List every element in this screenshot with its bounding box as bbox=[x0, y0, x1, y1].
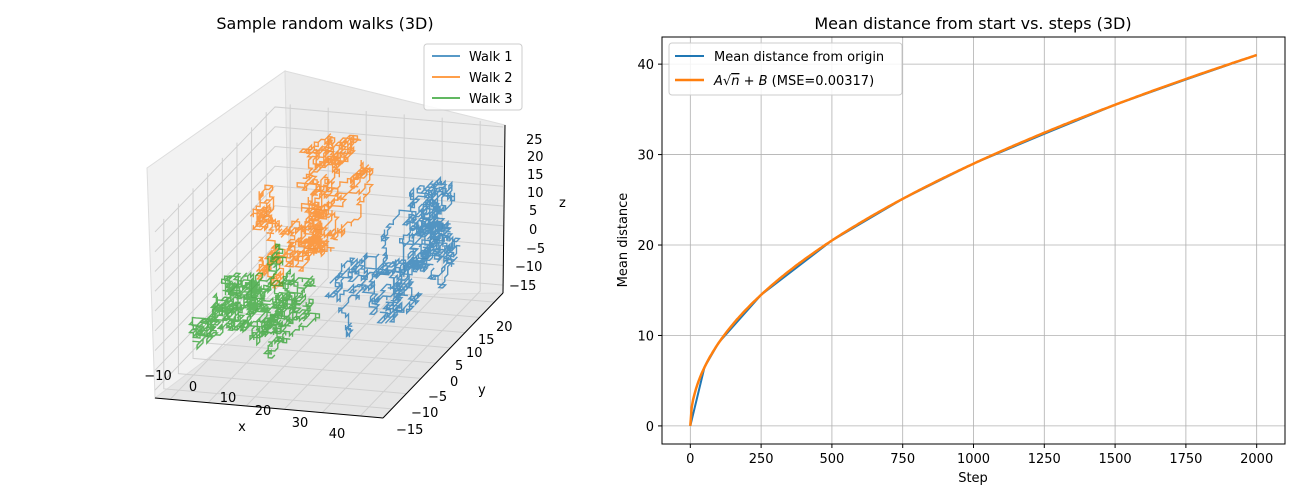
legend-box bbox=[668, 42, 903, 96]
x-tick-label: 0 bbox=[189, 380, 197, 395]
y-tick-label: 15 bbox=[478, 333, 495, 348]
z-tick-label: 10 bbox=[527, 186, 544, 201]
z-axis-line bbox=[502, 124, 506, 294]
legend-label-mean-distance: Mean distance from origin bbox=[714, 50, 884, 65]
pane-gridline bbox=[154, 145, 504, 272]
series-lines bbox=[689, 53, 1258, 427]
x-tick-label: 0 bbox=[686, 452, 694, 467]
chart-mean-distance: Mean distance from start vs. steps (3D) … bbox=[616, 14, 1286, 486]
z-tick-label: 20 bbox=[527, 150, 544, 165]
fit-label-plus-b: + B bbox=[739, 74, 767, 89]
x-tick-label: 20 bbox=[255, 404, 272, 419]
fit-label-A: A bbox=[713, 74, 723, 89]
y-tick-label: 20 bbox=[496, 320, 513, 335]
z-axis-label-3d: z bbox=[559, 196, 566, 211]
z-tick-label: 0 bbox=[529, 223, 537, 238]
legend-label-fit: A√n + B (MSE=0.00317) bbox=[713, 74, 874, 89]
z-tick-label: 15 bbox=[527, 168, 544, 183]
walk-line-1 bbox=[324, 175, 461, 339]
y-tick-label: 0 bbox=[450, 375, 458, 390]
x-tick-label: −10 bbox=[144, 369, 171, 384]
legend-3d: Walk 1 Walk 2 Walk 3 bbox=[423, 43, 523, 111]
y-axis-line bbox=[382, 292, 504, 419]
x-axis-label: Step bbox=[958, 471, 988, 486]
x-tick-label: 500 bbox=[819, 452, 844, 467]
legend-label-walk-3: Walk 3 bbox=[469, 92, 513, 107]
x-ticks-3d: −10 0 10 20 30 40 x bbox=[144, 369, 345, 442]
y-tick-label: −10 bbox=[411, 406, 438, 421]
pane-gridline bbox=[154, 126, 504, 253]
y-tick-label: 40 bbox=[637, 58, 654, 73]
fit-label-n: n bbox=[731, 74, 739, 89]
plot-frame bbox=[661, 36, 1286, 445]
y-axis-label-3d: y bbox=[478, 383, 486, 398]
series-line-fit bbox=[689, 53, 1258, 426]
x-tick-label: 10 bbox=[220, 391, 237, 406]
pane-gridline bbox=[177, 203, 407, 395]
legend-box bbox=[423, 43, 523, 111]
legend-label-walk-2: Walk 2 bbox=[469, 71, 513, 86]
gridlines bbox=[662, 37, 1285, 444]
y-ticks-3d: −15 −10 −5 0 5 10 15 20 y bbox=[396, 320, 513, 438]
y-tick-label: −15 bbox=[396, 423, 423, 438]
x-tick-label: 1250 bbox=[1028, 452, 1061, 467]
pane-gridline bbox=[359, 121, 481, 417]
pane-gridline bbox=[236, 142, 465, 334]
z-tick-label: −5 bbox=[526, 242, 545, 257]
pane-gridline bbox=[154, 165, 504, 292]
x-tick-label: 40 bbox=[329, 427, 346, 442]
chart-3d-walks: Sample random walks (3D) −10 0 10 20 30 … bbox=[144, 14, 566, 442]
z-tick-label: −15 bbox=[509, 279, 536, 294]
chart-title-3d: Sample random walks (3D) bbox=[216, 14, 433, 33]
fit-label-mse: (MSE=0.00317) bbox=[768, 74, 875, 89]
y-tick-label: 10 bbox=[637, 329, 654, 344]
walk-lines bbox=[187, 133, 461, 359]
x-tick-label: 2000 bbox=[1240, 452, 1273, 467]
x-axis-line bbox=[154, 397, 384, 419]
y-tick-label: 10 bbox=[466, 346, 483, 361]
y-tick-label: 0 bbox=[646, 420, 654, 435]
tick-labels: 0 250 500 750 1000 1250 1500 1750 2000 0 10 20 30 40 bbox=[637, 58, 1273, 467]
y-tick-label: 5 bbox=[455, 359, 463, 374]
x-tick-label: 1750 bbox=[1169, 452, 1202, 467]
pane-gridline bbox=[154, 264, 504, 391]
chart-title-mean-distance: Mean distance from start vs. steps (3D) bbox=[814, 14, 1131, 33]
z-tick-label: −10 bbox=[515, 260, 542, 275]
fit-label-sqrt: √ bbox=[723, 74, 732, 89]
y-tick-label: −5 bbox=[428, 390, 447, 405]
x-axis-label-3d: x bbox=[238, 420, 246, 435]
x-tick-label: 750 bbox=[890, 452, 915, 467]
z-tick-label: 25 bbox=[526, 133, 543, 148]
x-tick-label: 250 bbox=[749, 452, 774, 467]
pane-gridline bbox=[192, 188, 422, 379]
y-axis-label: Mean distance bbox=[616, 193, 631, 288]
walk-line-2 bbox=[249, 133, 375, 290]
x-tick-label: 1000 bbox=[957, 452, 990, 467]
z-ticks-3d: −15 −10 −5 0 5 10 15 20 25 z bbox=[509, 133, 566, 294]
x-tick-label: 30 bbox=[292, 416, 309, 431]
y-tick-label: 20 bbox=[637, 239, 654, 254]
pane-gridline bbox=[154, 106, 504, 233]
x-tick-label: 1500 bbox=[1099, 452, 1132, 467]
pane-gridline bbox=[163, 218, 392, 410]
y-tick-label: 30 bbox=[637, 149, 654, 164]
walk-line-3 bbox=[187, 243, 321, 359]
z-tick-label: 5 bbox=[529, 204, 537, 219]
legend-label-walk-1: Walk 1 bbox=[469, 50, 513, 65]
legend-2d: Mean distance from origin A√n + B (MSE=0… bbox=[668, 42, 903, 96]
